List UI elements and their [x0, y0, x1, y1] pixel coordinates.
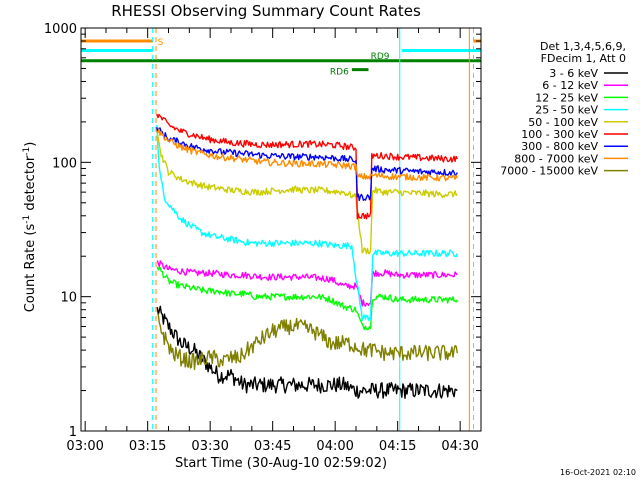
chart-title: RHESSI Observing Summary Count Rates [111, 2, 421, 20]
plot-clip-group [81, 28, 481, 431]
legend-label: 7000 - 15000 keV [500, 165, 598, 178]
axes: 1 10 100 1000 03:00 03:15 03:30 03:45 04:00 04:15… [44, 22, 482, 454]
series-line [156, 113, 458, 220]
state-bar-label: S [158, 38, 164, 48]
series-line [156, 127, 458, 202]
legend-label: 50 - 100 keV [528, 116, 598, 129]
legend-label: 300 - 800 keV [521, 140, 598, 153]
y-axis-label: Count Rate (s-1 detector-1) [22, 142, 38, 313]
y-axis-label-part: -1 [22, 147, 32, 156]
axes-frame [80, 27, 482, 432]
legend: Det 1,3,4,5,6,9,FDecim 1, Att 0 3 - 6 keV… [500, 40, 628, 178]
legend-label: 3 - 6 keV [549, 67, 598, 80]
y-axis-label-part: -1 [22, 215, 32, 224]
x-tick-label: 03:30 [191, 439, 228, 454]
y-tick-label: 1000 [44, 22, 77, 37]
state-bar-label: RD6 [330, 68, 349, 78]
legend-header: Det 1,3,4,5,6,9, [540, 40, 626, 53]
x-tick-label: 04:15 [379, 439, 416, 454]
legend-label: 25 - 50 keV [535, 104, 598, 117]
state-bar-label: RD9 [371, 52, 390, 62]
series-line [156, 128, 458, 182]
series-line [156, 127, 458, 255]
y-tick-label: 100 [52, 156, 77, 171]
x-tick-label: 03:00 [66, 439, 103, 454]
legend-header: FDecim 1, Att 0 [541, 52, 626, 65]
x-tick-label: 04:30 [441, 439, 478, 454]
y-axis-label-part: detector [23, 155, 38, 215]
y-tick-label: 10 [60, 291, 77, 306]
plot-area: S RD9 RD6 [81, 28, 481, 431]
series-line [156, 266, 458, 331]
x-tick-label: 03:45 [254, 439, 291, 454]
series-line [156, 124, 458, 321]
legend-label: 6 - 12 keV [542, 79, 598, 92]
footer-timestamp: 16-Oct-2021 02:10 [560, 468, 636, 477]
legend-label: 800 - 7000 keV [514, 152, 598, 165]
y-tick-label: 1 [69, 425, 77, 440]
series-line [156, 260, 458, 307]
legend-label: 100 - 300 keV [521, 128, 598, 141]
series-line [157, 313, 458, 370]
y-axis-label-part: Count Rate (s [23, 224, 38, 313]
x-tick-label: 04:00 [316, 439, 353, 454]
y-axis-label-part: ) [23, 142, 38, 147]
x-axis-label: Start Time (30-Aug-10 02:59:02) [175, 456, 387, 471]
legend-label: 12 - 25 keV [535, 91, 598, 104]
x-tick-label: 03:15 [129, 439, 166, 454]
